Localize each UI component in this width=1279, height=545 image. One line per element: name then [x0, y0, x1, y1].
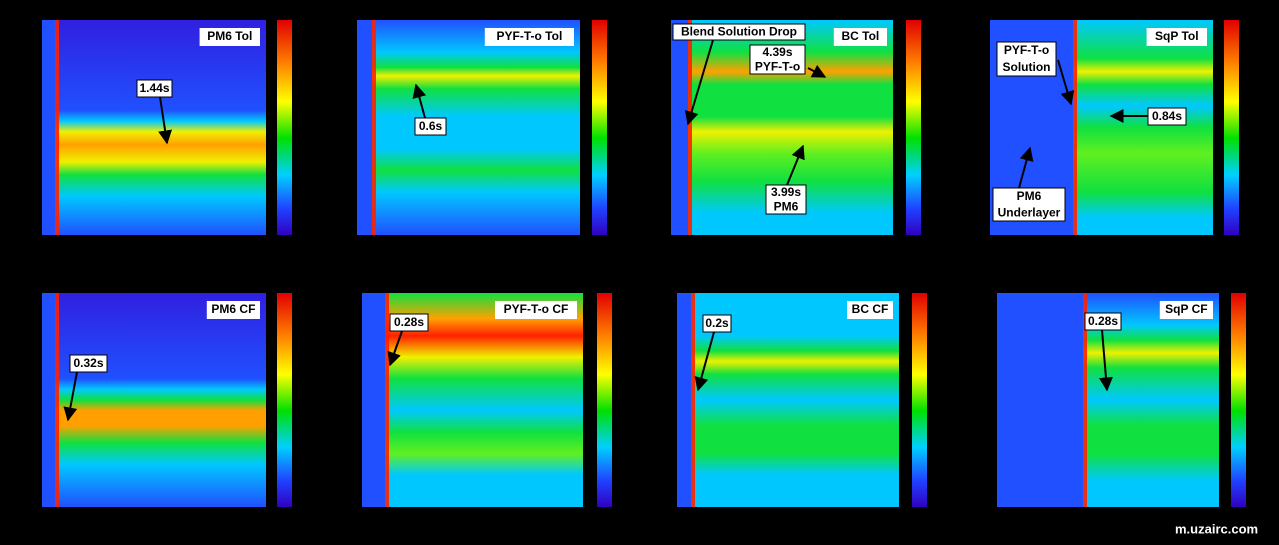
drop-line: [1083, 293, 1087, 507]
drop-line: [55, 20, 59, 235]
panel: PYF-T-o CF 0.28s: [362, 293, 612, 507]
label-text: 0.2s: [705, 316, 729, 330]
arrow: [1098, 329, 1113, 392]
panel-title-box: [833, 28, 887, 46]
label-text: 4.39s: [762, 45, 792, 59]
label-box: [992, 187, 1066, 222]
colorbar: [592, 20, 607, 235]
panel-title: BC CF: [852, 302, 889, 316]
arrow: [684, 39, 714, 126]
colorbar: [1224, 20, 1239, 235]
heatmap-pre-drop: [677, 293, 691, 507]
label-box: [1084, 312, 1122, 331]
arrow: [807, 64, 827, 78]
label-text: 0.84s: [1152, 109, 1182, 123]
heatmap-pre-drop: [42, 20, 55, 235]
label-box: [996, 41, 1057, 77]
colorbar: [1231, 293, 1246, 507]
label-text: 3.99s: [771, 185, 801, 199]
panel-title-box: [847, 301, 893, 319]
arrow: [412, 83, 427, 119]
panel-title: BC Tol: [842, 29, 880, 43]
colorbar: [912, 293, 927, 507]
panel: BC CF 0.2s: [677, 293, 927, 507]
label-text: PYF-T-o: [1004, 43, 1049, 57]
drop-line: [385, 293, 389, 507]
label-box: [69, 354, 108, 373]
heatmap-pre-drop: [42, 293, 55, 507]
drop-line: [688, 20, 692, 235]
label-box: [136, 79, 173, 98]
colorbar: [906, 20, 921, 235]
panel-title: SqP CF: [1165, 302, 1207, 316]
panel-title: PYF-T-o Tol: [497, 29, 563, 43]
label-text: Solution: [1003, 60, 1051, 74]
label-box: [414, 117, 447, 136]
panel: PM6 CF 0.32s: [42, 293, 292, 507]
label-text: 0.6s: [419, 119, 443, 133]
drop-line: [1073, 20, 1077, 235]
label-text: 1.44s: [139, 81, 169, 95]
panel-title: PM6 CF: [211, 302, 255, 316]
panel-title-box: [206, 301, 260, 319]
drop-line: [55, 293, 59, 507]
heatmap-pre-drop: [357, 20, 372, 235]
panel: PYF-T-o Tol 0.6s: [357, 20, 607, 235]
watermark: m.uzairc.com: [1175, 521, 1258, 536]
panel-title: PYF-T-o CF: [504, 302, 569, 316]
heatmap-pre-drop: [671, 20, 688, 235]
label-box: [765, 184, 807, 215]
heatmap-pre-drop: [997, 293, 1083, 507]
panel: PM6 Tol 1.44s: [42, 20, 292, 235]
panel-title-box: [495, 301, 577, 319]
label-box: [1147, 107, 1187, 126]
label-text: 0.32s: [73, 356, 103, 370]
label-text: Blend Solution Drop: [681, 25, 797, 39]
panel-title-box: [1159, 301, 1213, 319]
panel-title-box: [484, 28, 574, 46]
colorbar: [597, 293, 612, 507]
panel: SqP CF 0.28s: [997, 293, 1246, 507]
label-box: [749, 44, 806, 75]
panel: SqP Tol PYF-T-o Solution 0.84s PM6 Underlayer: [990, 20, 1239, 235]
label-box: [702, 314, 732, 333]
panel-title-box: [199, 28, 260, 46]
label-text: PM6: [1017, 189, 1042, 203]
label-text: 0.28s: [1088, 314, 1118, 328]
label-box: [672, 23, 806, 41]
label-text: PM6: [774, 199, 799, 213]
panel-title: SqP Tol: [1155, 29, 1199, 43]
panel-title: PM6 Tol: [207, 29, 252, 43]
panel-title-box: [1146, 28, 1207, 46]
arrow: [63, 371, 78, 422]
arrow: [1018, 146, 1034, 189]
arrow: [694, 331, 715, 392]
label-box: [389, 313, 429, 332]
colorbar: [277, 20, 292, 235]
label-text: Underlayer: [998, 205, 1061, 219]
drop-line: [691, 293, 695, 507]
label-text: PYF-T-o: [755, 59, 800, 73]
heatmap: [42, 20, 266, 235]
heatmap: [357, 20, 580, 235]
colorbar: [277, 293, 292, 507]
arrow: [786, 144, 805, 186]
arrow: [387, 330, 403, 367]
arrow: [158, 96, 173, 145]
heatmap-pre-drop: [362, 293, 385, 507]
arrow: [1057, 59, 1075, 106]
label-text: 0.28s: [394, 315, 424, 329]
drop-line: [372, 20, 376, 235]
heatmap: [42, 293, 266, 507]
